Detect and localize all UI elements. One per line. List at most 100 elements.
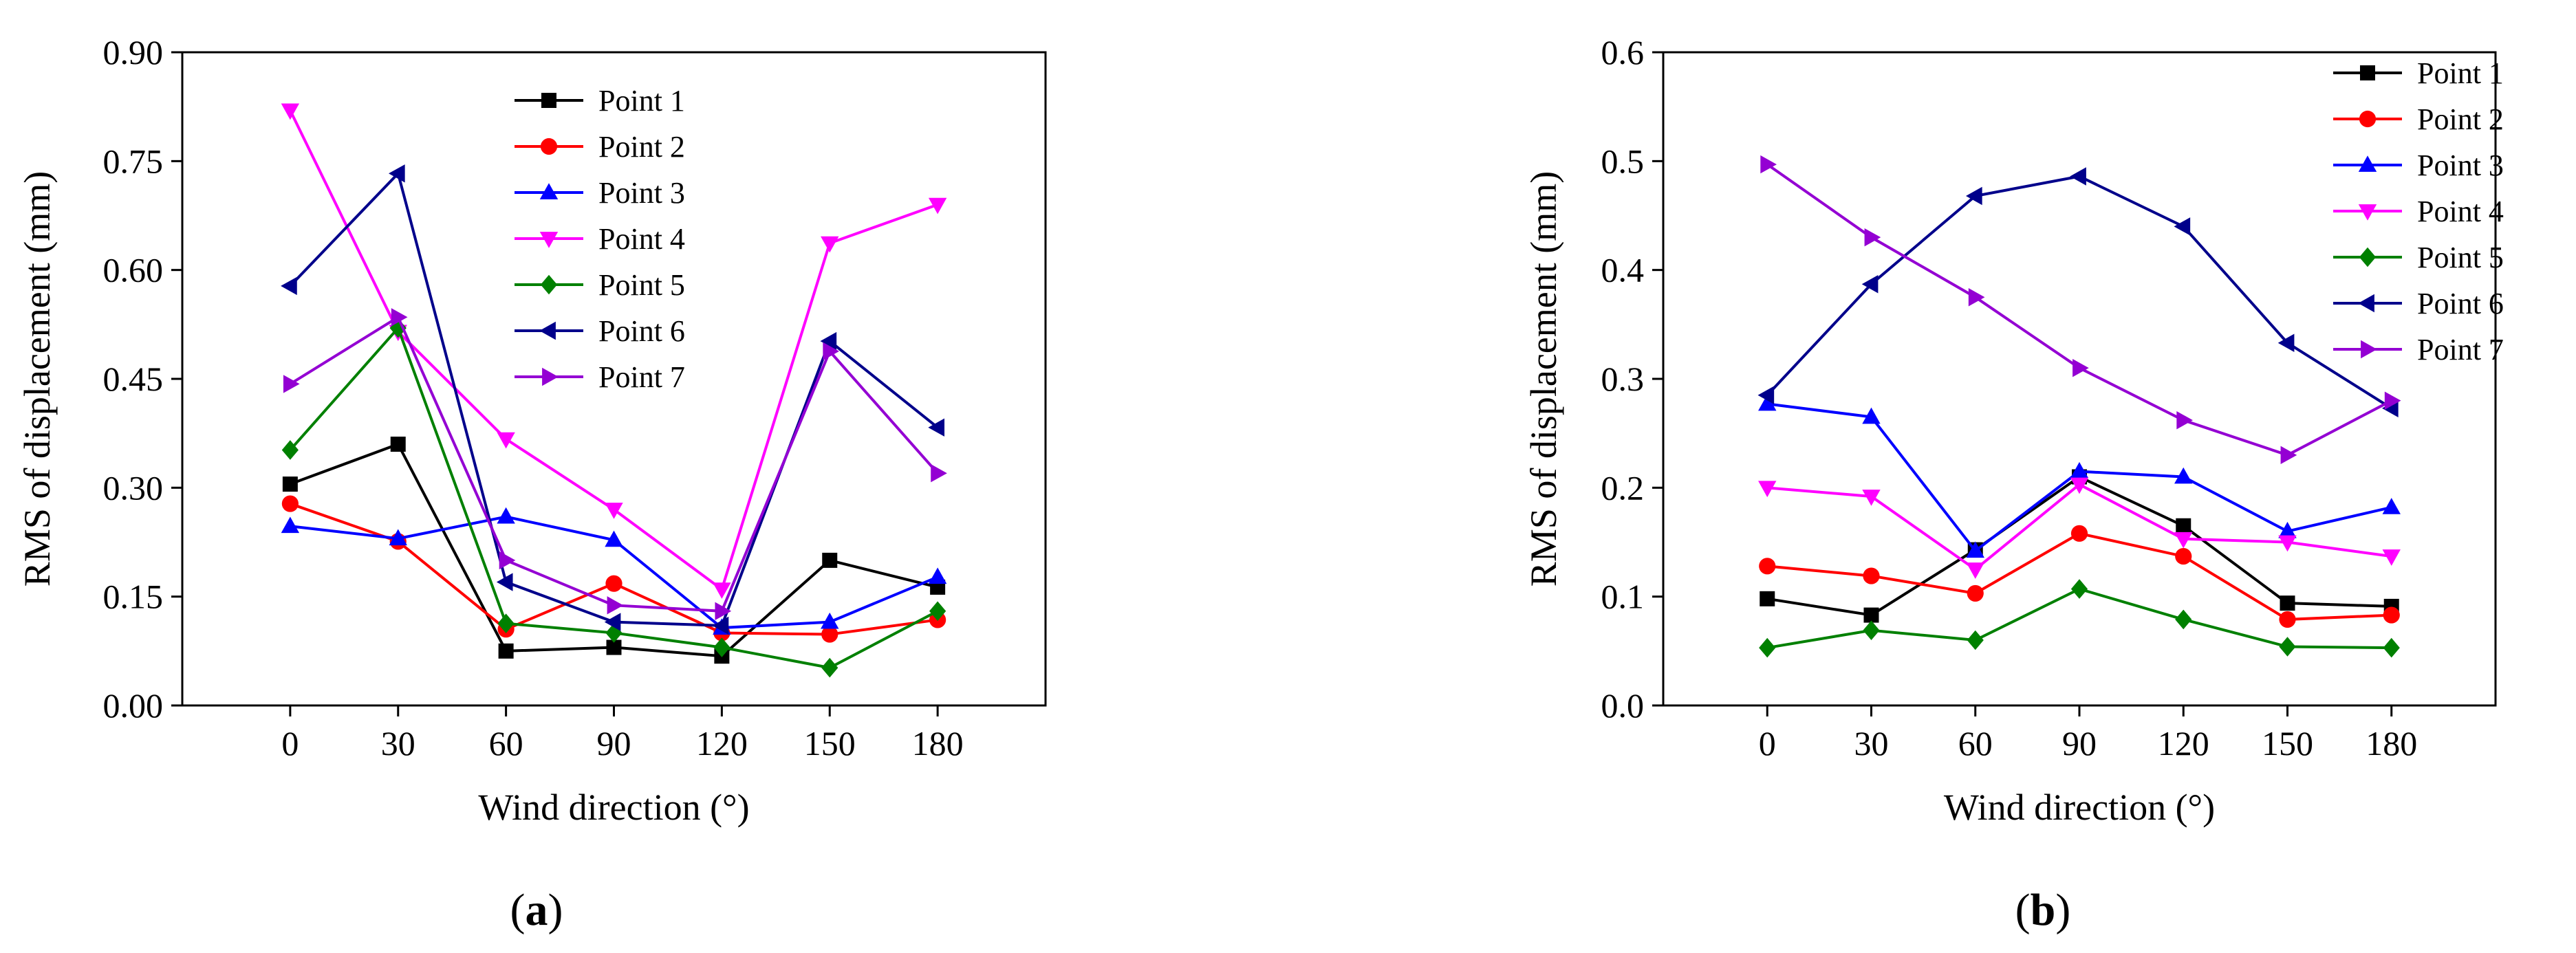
data-point bbox=[2070, 167, 2086, 186]
data-point bbox=[928, 567, 947, 584]
legend-marker bbox=[542, 367, 559, 386]
panel-label: (a) bbox=[510, 885, 563, 935]
panel-label-letter: b bbox=[2031, 885, 2056, 935]
panel-label-close: ) bbox=[2055, 885, 2070, 935]
data-point bbox=[2176, 518, 2191, 534]
data-point bbox=[713, 637, 730, 657]
legend-marker bbox=[2358, 155, 2377, 172]
data-point bbox=[1759, 637, 1776, 658]
data-point bbox=[391, 308, 408, 327]
data-point bbox=[605, 623, 623, 643]
x-tick-label: 0 bbox=[281, 724, 299, 763]
data-point bbox=[605, 575, 623, 592]
legend-label: Point 2 bbox=[2417, 102, 2504, 136]
series-4 bbox=[1758, 477, 2401, 579]
data-point bbox=[2382, 498, 2401, 514]
x-tick-label: 30 bbox=[1854, 724, 1889, 763]
y-tick-label: 0.00 bbox=[103, 686, 164, 725]
legend-marker bbox=[540, 138, 558, 155]
data-point bbox=[2383, 637, 2400, 658]
x-tick-label: 120 bbox=[696, 724, 748, 763]
data-point bbox=[821, 612, 839, 629]
legend-label: Point 3 bbox=[2417, 149, 2504, 182]
data-point bbox=[389, 164, 405, 183]
y-tick-label: 0.2 bbox=[1601, 468, 1645, 507]
data-point bbox=[1967, 584, 1984, 602]
data-point bbox=[283, 375, 300, 393]
legend-label: Point 2 bbox=[598, 130, 685, 164]
series-3 bbox=[1758, 394, 2401, 558]
legend-marker bbox=[541, 93, 556, 108]
data-point bbox=[1760, 591, 1775, 606]
x-tick-label: 90 bbox=[597, 724, 631, 763]
data-point bbox=[389, 318, 407, 338]
data-point bbox=[2278, 521, 2297, 538]
data-point bbox=[1757, 386, 1775, 404]
series-5 bbox=[281, 318, 946, 678]
x-axis-title: Wind direction (°) bbox=[478, 787, 749, 828]
data-point bbox=[499, 551, 516, 570]
x-tick-label: 120 bbox=[2158, 724, 2209, 763]
data-point bbox=[389, 529, 407, 546]
x-tick-label: 180 bbox=[912, 724, 964, 763]
data-point bbox=[823, 342, 839, 361]
series-7 bbox=[1760, 155, 2401, 465]
panel-label-open: ( bbox=[2015, 885, 2031, 935]
data-point bbox=[281, 276, 297, 296]
panel-label-letter: a bbox=[526, 885, 548, 935]
data-point bbox=[1864, 228, 1881, 247]
series-line bbox=[1767, 532, 2392, 621]
legend-marker bbox=[2358, 294, 2374, 313]
data-point bbox=[497, 507, 515, 524]
data-point bbox=[1759, 558, 1776, 575]
data-point bbox=[1863, 620, 1880, 641]
legend-label: Point 1 bbox=[598, 84, 685, 118]
data-point bbox=[497, 432, 515, 449]
y-tick-label: 0.4 bbox=[1601, 251, 1645, 289]
data-point bbox=[281, 516, 300, 534]
data-point bbox=[604, 613, 621, 631]
panel-label: (b) bbox=[2015, 885, 2071, 935]
data-point bbox=[2382, 549, 2401, 566]
data-point bbox=[1862, 407, 1881, 424]
data-point bbox=[2280, 446, 2297, 465]
data-point bbox=[390, 437, 406, 452]
series-line bbox=[290, 502, 938, 636]
data-point bbox=[2383, 606, 2400, 624]
data-point bbox=[2174, 467, 2193, 484]
data-point bbox=[282, 477, 298, 492]
chart-panel-1: 0 30 60 90 120 150 180 0.00 0.15 0.30 0.45 0.60 0.75… bbox=[17, 33, 1047, 935]
legend-label: Point 6 bbox=[598, 314, 685, 348]
legend-label: Point 7 bbox=[2417, 333, 2504, 366]
data-point bbox=[928, 418, 945, 437]
data-point bbox=[715, 602, 732, 620]
x-axis-title: Wind direction (°) bbox=[1944, 787, 2215, 828]
series-line bbox=[1766, 175, 2392, 410]
x-tick-label: 150 bbox=[804, 724, 856, 763]
data-point bbox=[821, 657, 838, 678]
data-point bbox=[931, 464, 947, 483]
data-point bbox=[712, 616, 729, 635]
data-point bbox=[496, 573, 513, 591]
x-tick-label: 30 bbox=[381, 724, 415, 763]
legend-label: Point 7 bbox=[598, 360, 685, 394]
chart-panel-2: 0 30 60 90 120 150 180 0.0 0.1 0.2 0.3 0.4 0.5 0.6 Win… bbox=[1523, 33, 2504, 935]
data-point bbox=[1861, 275, 1879, 294]
data-point bbox=[821, 236, 839, 253]
legend-marker bbox=[2360, 65, 2375, 80]
data-point bbox=[497, 613, 515, 634]
legend-marker bbox=[539, 183, 559, 199]
data-point bbox=[822, 552, 838, 568]
series-2 bbox=[1759, 525, 2400, 628]
data-point bbox=[2174, 217, 2191, 236]
data-point bbox=[2070, 477, 2089, 494]
data-point bbox=[281, 440, 299, 460]
data-point bbox=[2384, 391, 2401, 410]
y-tick-label: 0.6 bbox=[1601, 33, 1645, 72]
data-point bbox=[929, 601, 946, 622]
data-point bbox=[1862, 490, 1881, 506]
y-tick-label: 0.1 bbox=[1601, 578, 1645, 616]
y-tick-label: 0.0 bbox=[1601, 686, 1645, 725]
plot-frame bbox=[1662, 51, 2497, 707]
